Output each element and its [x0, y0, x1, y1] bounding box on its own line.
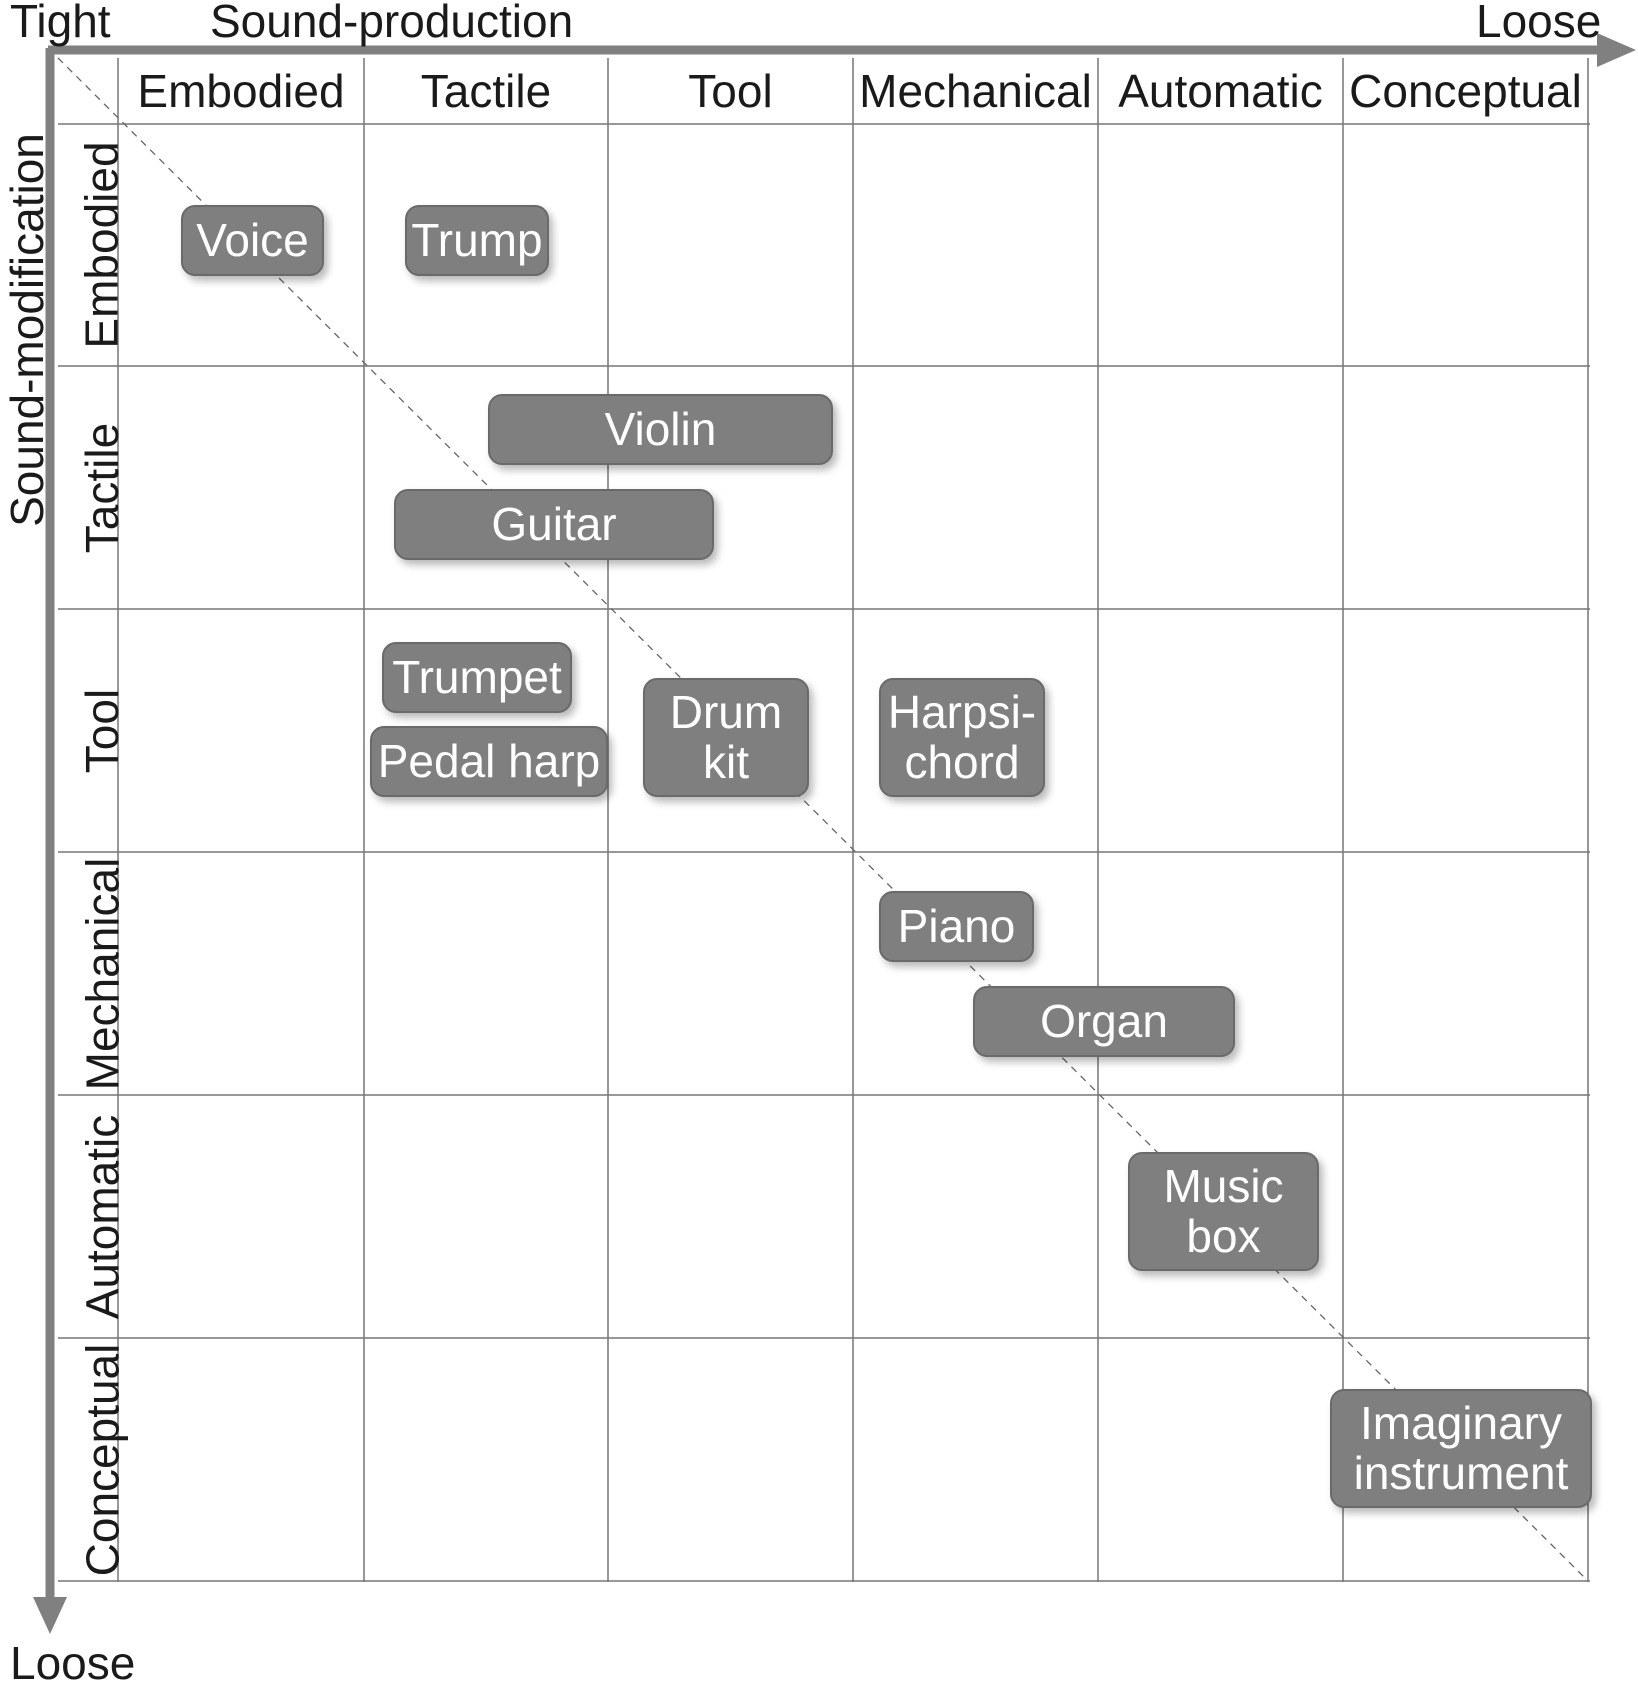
row-header-tool: Tool: [76, 688, 129, 773]
axis-sound-modification-title: Sound-modification: [1, 133, 54, 527]
axis-loose-right-label: Loose: [1476, 0, 1602, 47]
row-header-conceptual: Conceptual: [76, 1343, 128, 1576]
diagonal-dashed-line: [57, 57, 1589, 1582]
modification-axis-arrowhead: [33, 1597, 67, 1634]
instrument-imaginary-instrument: Imaginary instrument: [1330, 1389, 1592, 1508]
instrument-music-box: Music box: [1128, 1152, 1319, 1271]
instrument-guitar: Guitar: [394, 489, 714, 560]
axis-tight-label: Tight: [10, 0, 111, 47]
column-header-embodied: Embodied: [137, 65, 345, 117]
column-header-tool: Tool: [688, 65, 773, 117]
row-header-embodied: Embodied: [76, 141, 129, 349]
production-axis-arrowhead: [1597, 33, 1636, 67]
instrument-pedal-harp: Pedal harp: [370, 726, 608, 797]
row-header-automatic: Automatic: [76, 1114, 128, 1319]
axis-loose-bottom-label: Loose: [10, 1637, 136, 1689]
instrument-trumpet: Trumpet: [382, 642, 572, 713]
instrument-drum-kit: Drum kit: [643, 678, 809, 797]
instrument-piano: Piano: [879, 891, 1034, 962]
instrument-harpsichord: Harpsi- chord: [879, 678, 1045, 797]
column-header-automatic: Automatic: [1118, 65, 1323, 117]
column-header-conceptual: Conceptual: [1349, 65, 1582, 117]
column-header-tactile: Tactile: [420, 65, 552, 117]
instrument-voice: Voice: [181, 205, 324, 276]
row-header-tactile: Tactile: [76, 422, 129, 553]
row-header-mechanical: Mechanical: [76, 857, 128, 1090]
instrument-violin: Violin: [488, 394, 833, 465]
axis-sound-production-title: Sound-production: [210, 0, 574, 47]
instrument-trump: Trump: [405, 205, 549, 276]
instrument-organ: Organ: [973, 986, 1235, 1057]
column-header-mechanical: Mechanical: [859, 65, 1092, 117]
